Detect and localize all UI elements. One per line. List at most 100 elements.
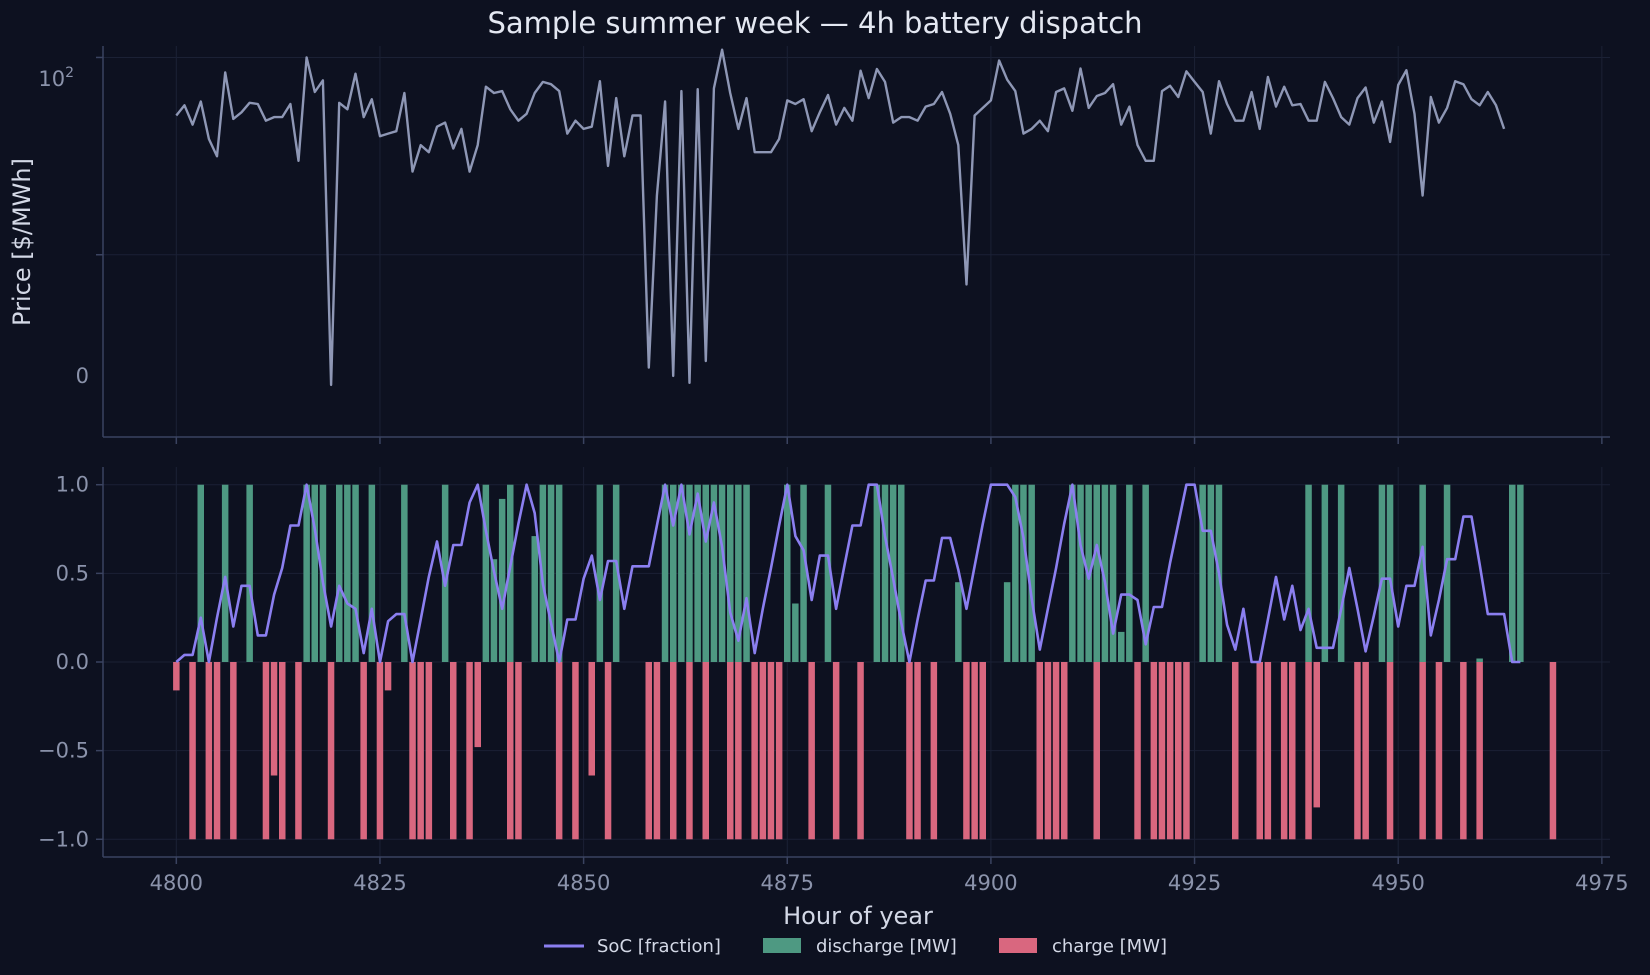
discharge-bar (1207, 484, 1215, 662)
charge-bar (1036, 662, 1043, 840)
charge-bar (1150, 662, 1158, 840)
charge-bar (906, 662, 913, 840)
discharge-bar (743, 484, 750, 662)
charge-bar (735, 662, 742, 840)
charge-bar (775, 662, 783, 840)
charge-bar (686, 662, 693, 840)
discharge-bar (1012, 484, 1019, 662)
discharge-bar (1118, 631, 1125, 662)
charge-bar (1305, 662, 1312, 840)
discharge-bar (678, 484, 685, 662)
charge-bar (1280, 662, 1288, 840)
price-ytick-label-0: 0 (76, 364, 89, 388)
discharge-bar (718, 484, 726, 662)
discharge-bar (1443, 484, 1451, 662)
charge-bar (1419, 662, 1426, 840)
xtick-label: 4825 (353, 871, 406, 895)
discharge-bar (401, 484, 408, 662)
charge-bar (189, 662, 196, 840)
discharge-bar (735, 484, 742, 662)
discharge-bar (482, 484, 490, 662)
dispatch-ytick-label: 0.0 (56, 650, 89, 674)
dispatch-y-ticks: 1.0 0.5 0.0 −0.5 −1.0 (38, 473, 103, 851)
discharge-bar (596, 484, 604, 662)
charge-bar (466, 662, 473, 840)
discharge-bar (1386, 484, 1394, 662)
charge-bar (327, 662, 335, 840)
charge-bar (1044, 662, 1052, 840)
discharge-bar (1321, 484, 1329, 662)
price-x-ticks (175, 437, 1603, 444)
legend-discharge-label: discharge [MW] (816, 936, 957, 957)
discharge-bar (1028, 484, 1035, 662)
price-series-line (175, 48, 1506, 387)
discharge-bar (670, 484, 677, 662)
xtick-label: 4875 (761, 871, 814, 895)
discharge-bar (1378, 484, 1386, 662)
discharge-bar (1305, 484, 1312, 662)
charge-bar (515, 662, 522, 840)
legend: SoC [fraction] discharge [MW] charge [MW… (544, 936, 1167, 957)
charge-bar (1313, 662, 1320, 808)
discharge-bar (661, 484, 669, 662)
price-panel: 102 0 Price [$/MWh] (8, 46, 1610, 444)
price-y-axis-label: Price [$/MWh] (8, 158, 36, 326)
charge-bar (1093, 662, 1100, 840)
discharge-bar (873, 484, 881, 662)
discharge-bar (1101, 484, 1109, 662)
discharge-bar (1517, 484, 1524, 662)
charge-bar (1158, 662, 1166, 840)
discharge-bar (319, 484, 327, 662)
discharge-bar (1199, 484, 1206, 662)
charge-bar (1264, 662, 1272, 840)
discharge-bar (898, 484, 905, 662)
discharge-bar (792, 603, 799, 662)
charge-bar (417, 662, 424, 840)
discharge-bar (547, 484, 555, 662)
charge-bar (1289, 662, 1296, 840)
charge-bar (262, 662, 270, 840)
discharge-bar (555, 484, 563, 662)
charge-bar (360, 662, 367, 840)
price-ytick-label-100: 102 (38, 65, 74, 91)
dispatch-ytick-label: 1.0 (56, 473, 89, 497)
dispatch-ytick-label: 0.5 (56, 561, 89, 585)
discharge-bar (686, 484, 693, 662)
charge-bar (1549, 662, 1557, 840)
charge-bar (653, 662, 661, 840)
charge-bar (555, 662, 563, 840)
discharge-bar (1126, 484, 1133, 662)
xtick-label: 4950 (1371, 871, 1424, 895)
charge-bar (270, 662, 278, 776)
charge-bar (1435, 662, 1443, 840)
charge-bar (702, 662, 709, 840)
charge-bar (857, 662, 864, 840)
discharge-bar (246, 484, 253, 662)
charge-bar (979, 662, 986, 840)
charge-bar (450, 662, 457, 840)
discharge-bar (612, 484, 620, 662)
discharge-bar (352, 484, 359, 662)
discharge-bar (1142, 484, 1149, 662)
discharge-bar (311, 484, 318, 662)
legend-soc-label: SoC [fraction] (597, 936, 721, 957)
charge-bar (507, 662, 514, 840)
discharge-bar (303, 484, 310, 662)
discharge-bar (800, 484, 807, 662)
charge-bar (963, 662, 970, 840)
discharge-bar (441, 484, 449, 662)
discharge-bar (1109, 484, 1117, 662)
charge-bar (384, 662, 392, 691)
charge-bar (205, 662, 213, 840)
chart-title: Sample summer week — 4h battery dispatch (487, 6, 1142, 40)
discharge-bar (727, 484, 734, 662)
discharge-bar (1077, 484, 1084, 662)
charge-bar (832, 662, 840, 840)
charge-bar (1183, 662, 1190, 840)
xtick-label: 4975 (1575, 871, 1628, 895)
charge-bar (295, 662, 302, 840)
charge-bar (279, 662, 286, 840)
charge-bar (173, 662, 180, 691)
charge-bar (930, 662, 938, 840)
